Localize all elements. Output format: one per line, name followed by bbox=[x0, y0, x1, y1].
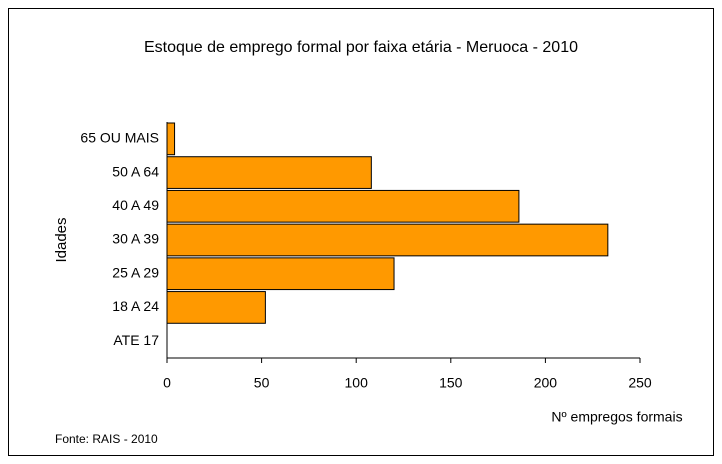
x-tick-label: 150 bbox=[439, 375, 463, 391]
x-tick-label: 0 bbox=[163, 375, 171, 391]
x-tick-label: 50 bbox=[254, 375, 270, 391]
y-tick-label: 65 OU MAIS bbox=[80, 130, 159, 146]
y-tick-label: ATE 17 bbox=[113, 332, 159, 348]
bar bbox=[166, 291, 266, 324]
source-note: Fonte: RAIS - 2010 bbox=[55, 432, 158, 446]
y-tick-label: 18 A 24 bbox=[112, 298, 159, 314]
bar bbox=[166, 189, 520, 223]
y-tick-label: 25 A 29 bbox=[112, 264, 159, 280]
x-tick-label: 100 bbox=[345, 375, 369, 391]
x-tick-label: 200 bbox=[534, 375, 558, 391]
bar bbox=[166, 257, 395, 291]
chart-title: Estoque de emprego formal por faixa etár… bbox=[144, 39, 578, 56]
x-tick-label: 250 bbox=[628, 375, 652, 391]
y-tick-label: 30 A 39 bbox=[112, 231, 159, 247]
bar bbox=[166, 156, 372, 189]
bar bbox=[166, 223, 609, 257]
y-tick-label: 50 A 64 bbox=[112, 163, 159, 179]
y-tick-label: 40 A 49 bbox=[112, 197, 159, 213]
bar bbox=[166, 122, 176, 156]
y-axis-label: Idades bbox=[53, 217, 70, 262]
x-axis-label: Nº empregos formais bbox=[551, 409, 682, 425]
